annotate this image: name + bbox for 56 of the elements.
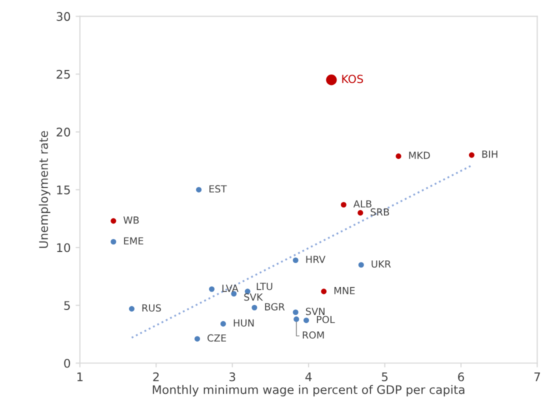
x-tick-label: 3	[229, 372, 236, 382]
point	[196, 186, 202, 192]
y-tick-label: 20	[56, 128, 70, 137]
point	[468, 152, 474, 158]
annotation: LVA	[222, 284, 238, 292]
y-tick-label: 0	[64, 358, 70, 368]
point	[340, 202, 346, 208]
point	[208, 286, 215, 292]
annotation: UKR	[372, 260, 391, 268]
y-tick-label: 10	[57, 243, 70, 252]
y-tick-label: 30	[56, 12, 70, 21]
point	[358, 262, 364, 268]
point	[128, 306, 135, 312]
annotation: SVN	[306, 308, 324, 316]
point	[110, 238, 116, 245]
annotation: CZE	[208, 334, 226, 342]
point	[194, 336, 200, 342]
annotation: SVK	[244, 293, 263, 301]
annotation: ALB	[353, 200, 372, 208]
x-tick-label: 4	[305, 372, 312, 382]
annotation: BGR	[265, 303, 285, 310]
y-tick-label: 15	[57, 186, 70, 194]
annotation: LTU	[256, 282, 272, 290]
point	[292, 309, 298, 316]
annotation: HUN	[234, 319, 254, 327]
annotation: HRV	[306, 256, 326, 263]
point	[110, 218, 116, 224]
annotation: WB	[123, 216, 139, 224]
x-axis-title: Monthly minimum wage in percent of GDP per capita	[152, 384, 464, 396]
y-tick-label: 5	[64, 301, 70, 310]
point	[294, 316, 300, 322]
point	[358, 210, 364, 216]
annotation: SRB	[370, 208, 390, 216]
x-tick-label: 1	[77, 372, 83, 382]
point	[220, 321, 226, 327]
x-tick-label: 6	[458, 372, 464, 382]
annotation: ROM	[302, 331, 324, 339]
point	[292, 257, 298, 264]
y-axis-title: Unemployment rate	[38, 131, 50, 248]
point	[396, 153, 402, 159]
annotation: RUS	[142, 304, 161, 312]
annotation: MKD	[409, 152, 430, 159]
annotation: POL	[316, 316, 335, 324]
point	[326, 74, 337, 86]
annotation: EME	[124, 237, 144, 244]
annotation: EST	[209, 185, 227, 193]
annotation: KOS	[342, 74, 364, 84]
point	[303, 318, 310, 324]
x-tick-label: 2	[153, 372, 159, 382]
annotation: BIH	[482, 150, 498, 158]
x-tick-label: 7	[534, 372, 540, 382]
x-tick-label: 5	[382, 372, 388, 382]
annotation: MNE	[334, 287, 355, 294]
point	[321, 288, 327, 294]
point	[252, 304, 258, 310]
y-tick-label: 25	[56, 70, 70, 79]
